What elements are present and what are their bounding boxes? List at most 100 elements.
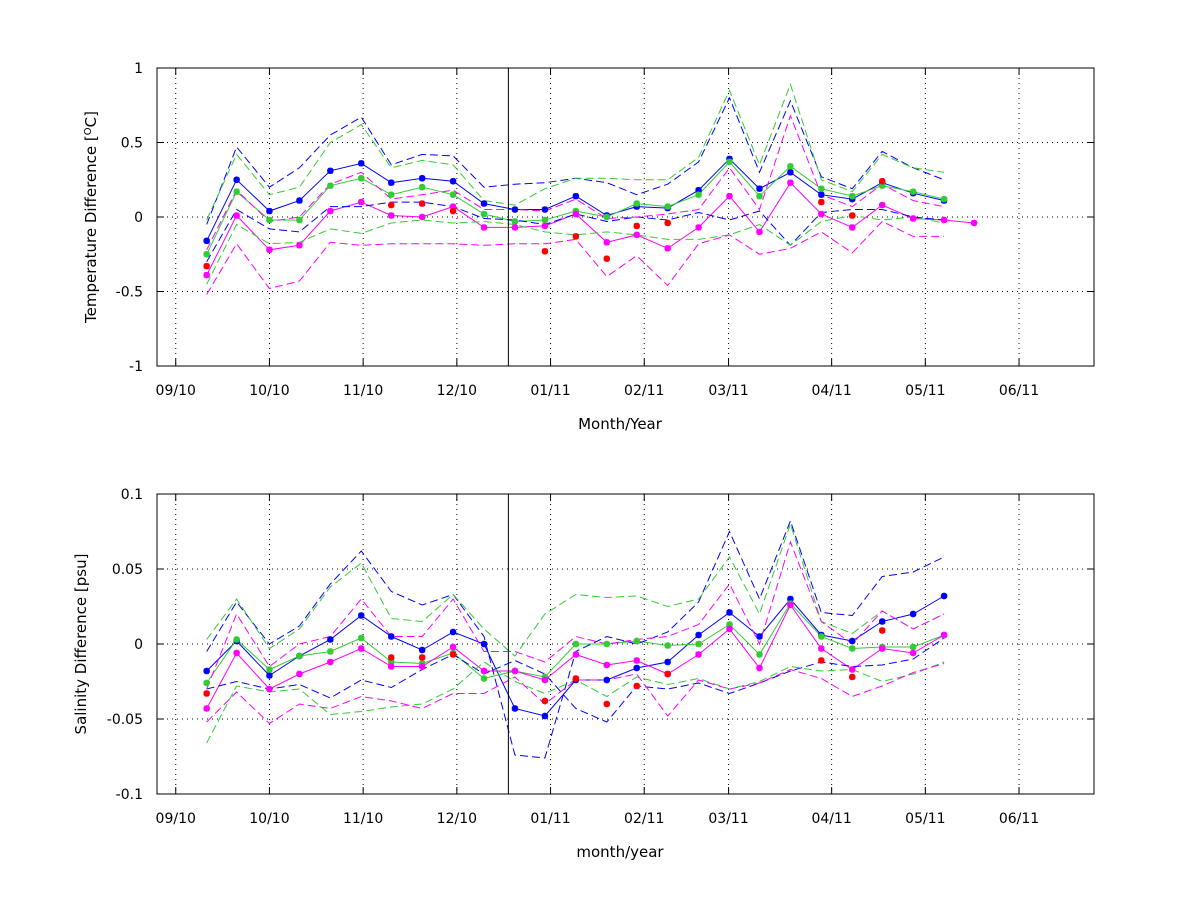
data-point-green — [940, 195, 948, 203]
y-tick-label: 1 — [134, 61, 143, 77]
data-point-green — [388, 191, 395, 198]
data-point-magenta — [296, 242, 303, 249]
x-tick-label: 12/10 — [437, 811, 477, 827]
data-point-magenta — [296, 670, 303, 678]
data-point-red — [849, 212, 856, 219]
data-point-blue — [541, 206, 549, 213]
y-axis-label: Temperature Difference [OC] — [82, 111, 100, 324]
data-point-magenta — [203, 271, 210, 279]
data-point-blue — [388, 179, 395, 186]
data-point-magenta — [818, 210, 825, 218]
data-point-magenta — [726, 625, 733, 633]
data-point-green — [664, 203, 671, 210]
data-point-green — [787, 163, 794, 170]
data-point-magenta — [849, 224, 856, 231]
data-point-red — [633, 682, 640, 690]
data-point-red — [879, 627, 886, 634]
data-point-blue — [603, 676, 610, 684]
data-point-green — [358, 175, 365, 182]
data-point-blue — [388, 633, 395, 640]
data-point-red — [418, 200, 426, 207]
data-point-red — [572, 233, 580, 240]
data-point-magenta — [233, 649, 240, 657]
data-point-magenta — [233, 212, 240, 219]
y-tick-label: 0 — [134, 210, 143, 226]
data-point-green — [818, 185, 825, 192]
y-tick-label: -1 — [129, 359, 143, 375]
data-point-red — [633, 222, 640, 230]
data-point-blue — [787, 169, 794, 176]
data-point-green — [266, 666, 273, 673]
data-point-green — [849, 192, 856, 200]
x-tick-label: 09/10 — [156, 383, 196, 399]
data-point-magenta — [664, 245, 671, 252]
data-point-blue — [327, 167, 334, 175]
y-tick-label: 0.1 — [121, 487, 143, 503]
x-tick-label: 03/11 — [708, 383, 748, 399]
data-point-blue — [879, 618, 886, 625]
data-point-red — [203, 262, 210, 270]
data-point-green — [603, 640, 610, 648]
data-point-red — [449, 651, 457, 658]
data-point-blue — [818, 191, 825, 198]
data-point-green — [849, 645, 856, 652]
x-tick-label: 11/10 — [343, 383, 383, 399]
data-point-blue — [266, 207, 273, 215]
data-point-magenta — [388, 663, 395, 670]
data-point-magenta — [940, 216, 948, 224]
data-point-green — [480, 210, 488, 218]
data-point-green — [358, 634, 365, 642]
x-tick-label: 06/11 — [999, 383, 1039, 399]
data-point-red — [879, 178, 886, 185]
data-point-red — [818, 198, 825, 206]
data-point-green — [633, 637, 640, 645]
data-point-blue — [849, 637, 856, 645]
data-point-green — [572, 640, 580, 648]
data-point-magenta — [358, 645, 365, 652]
data-point-magenta — [541, 222, 549, 230]
y-axis-label-superscript: O — [83, 127, 94, 135]
data-point-blue — [449, 178, 457, 185]
data-point-red — [418, 654, 426, 661]
data-point-green — [296, 652, 303, 660]
data-point-green — [449, 191, 457, 198]
x-tick-label: 09/10 — [156, 811, 196, 827]
data-point-green — [480, 675, 488, 682]
series-line-green-dashed-7 — [206, 214, 945, 285]
data-point-green — [418, 184, 426, 191]
data-point-blue — [203, 237, 210, 245]
x-tick-label: 10/10 — [249, 383, 289, 399]
data-point-blue — [358, 612, 365, 619]
data-point-magenta — [418, 213, 426, 221]
data-point-magenta — [203, 705, 210, 712]
data-point-blue — [358, 160, 365, 167]
data-point-magenta — [480, 224, 488, 231]
x-tick-label: 11/10 — [343, 811, 383, 827]
data-point-magenta — [449, 643, 457, 651]
data-point-magenta — [327, 207, 334, 215]
data-point-magenta — [909, 215, 917, 222]
data-point-magenta — [449, 203, 457, 210]
data-point-green — [664, 642, 671, 649]
data-point-blue — [695, 186, 702, 194]
data-point-magenta — [726, 192, 733, 200]
data-point-magenta — [480, 667, 488, 675]
data-point-green — [327, 182, 334, 189]
data-point-blue — [787, 595, 794, 603]
data-point-blue — [511, 705, 519, 712]
data-point-green — [909, 643, 917, 651]
data-point-red — [203, 690, 210, 697]
data-point-magenta — [633, 231, 640, 239]
y-axis-label-main: Temperature Difference [ — [82, 135, 100, 324]
y-tick-label: -0.1 — [116, 787, 143, 803]
data-point-magenta — [388, 212, 395, 219]
data-point-magenta — [266, 685, 273, 693]
data-point-magenta — [909, 649, 917, 657]
data-point-blue — [203, 667, 210, 675]
data-point-blue — [756, 633, 763, 640]
data-point-green — [233, 636, 240, 643]
data-point-blue — [480, 200, 488, 207]
data-point-red — [388, 201, 395, 209]
data-point-magenta — [418, 663, 426, 670]
